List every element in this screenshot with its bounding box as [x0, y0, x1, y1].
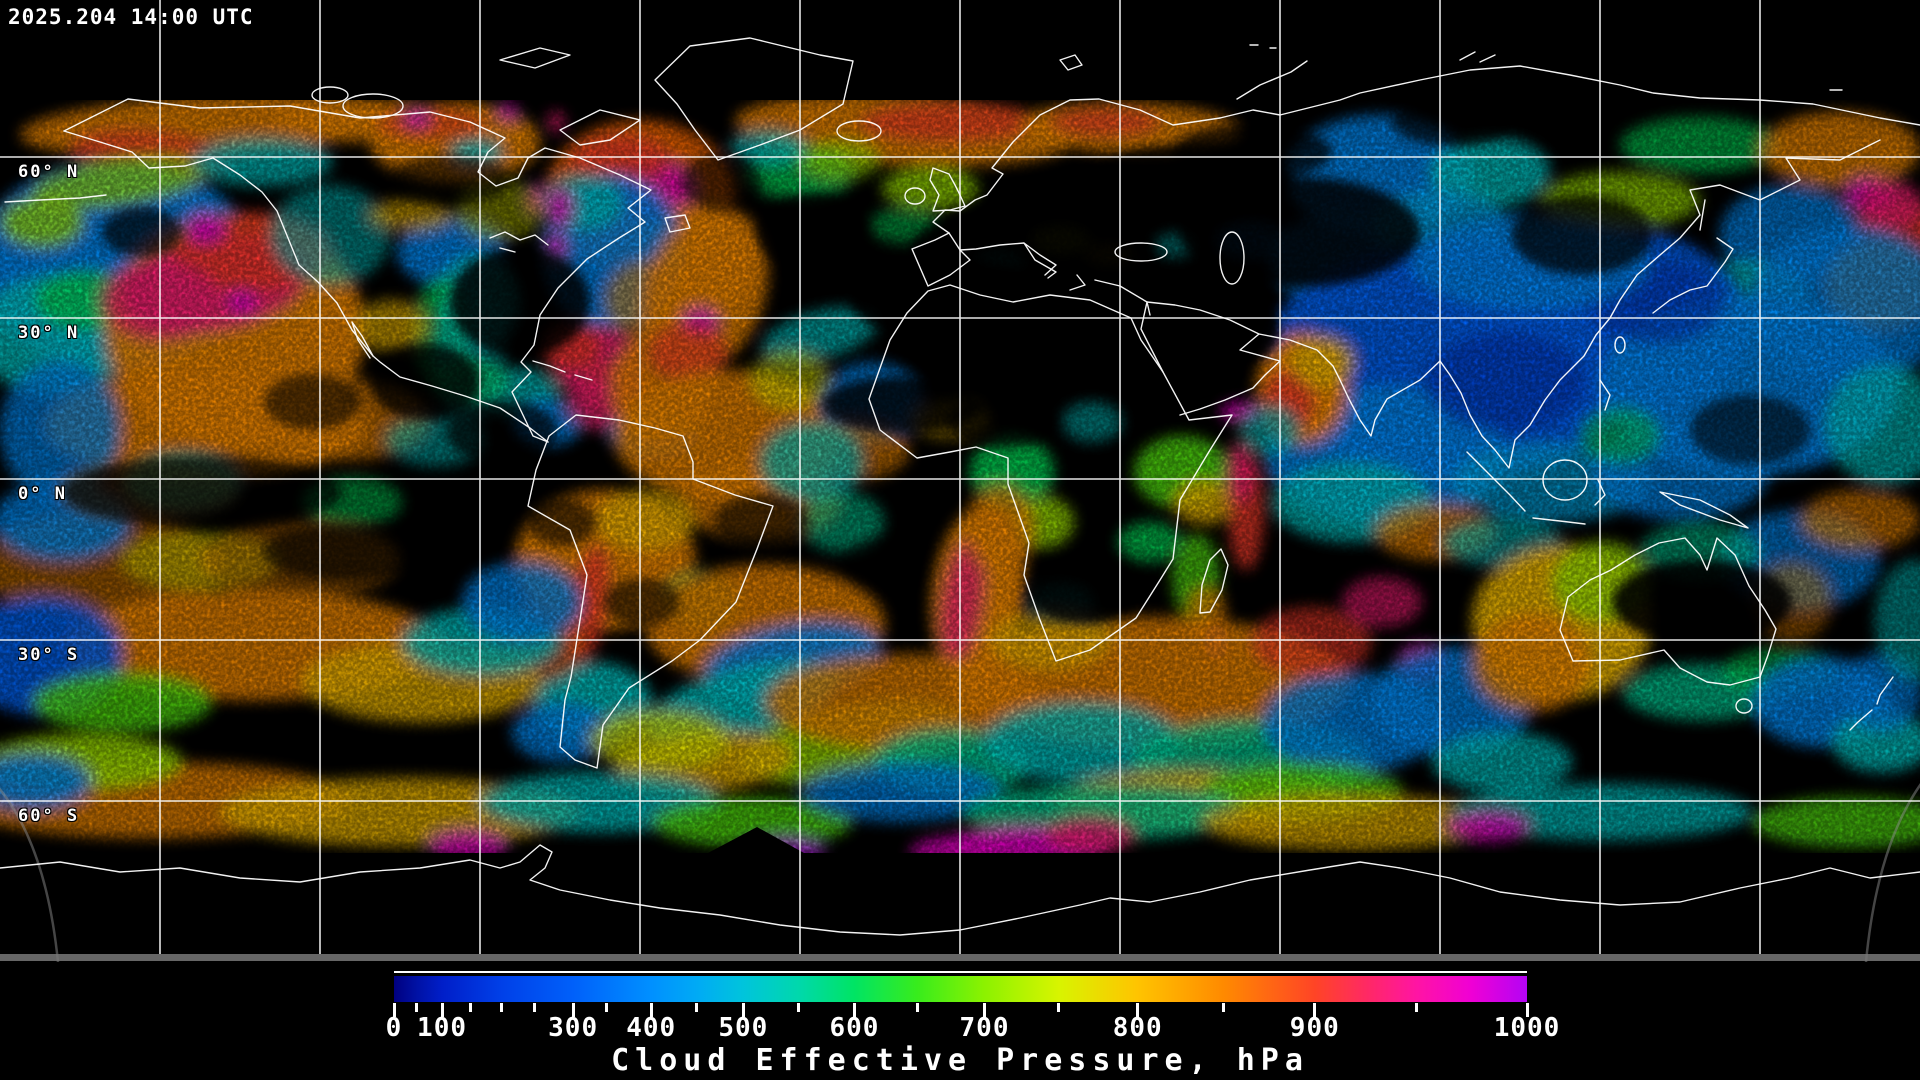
colorbar-tick: [499, 1003, 503, 1012]
colorbar-tick: [649, 1003, 653, 1017]
coastlines-layer: [0, 37, 1920, 936]
colorbar-tick: [796, 1003, 800, 1012]
colorbar-tick-label: 0: [385, 1013, 403, 1043]
colorbar-tick: [1057, 1003, 1061, 1012]
colorbar-tick-label: 800: [1112, 1013, 1163, 1043]
latitude-label: 60° S: [18, 806, 80, 826]
colorbar-tick-label: 600: [829, 1013, 880, 1043]
colorbar-tick: [1136, 1003, 1140, 1017]
colorbar-tick: [741, 1003, 745, 1017]
colorbar-tick: [415, 1003, 419, 1012]
coastline: [654, 37, 854, 161]
coastline: [1140, 301, 1260, 373]
coastline: [1249, 44, 1277, 49]
coastline: [1849, 676, 1894, 731]
coastline: [0, 844, 1920, 936]
coastline-island: [1114, 242, 1168, 262]
coastline-island: [904, 187, 926, 205]
latitude-label: 30° N: [18, 323, 80, 343]
colorbar-tick-label: 100: [417, 1013, 468, 1043]
colorbar-tick: [694, 1003, 698, 1012]
colorbar-tick: [571, 1003, 575, 1017]
coastline: [532, 360, 593, 381]
coastline-island: [1735, 698, 1753, 714]
coastline: [868, 284, 1233, 662]
coastline: [1179, 139, 1881, 469]
coastline-island: [311, 86, 349, 104]
coastline-island: [1614, 336, 1626, 354]
coverage-edge-arc-right: [1864, 783, 1920, 962]
latitude-label: 30° S: [18, 645, 80, 665]
coastline: [1559, 537, 1777, 686]
coastline: [664, 214, 691, 233]
coastline: [1699, 199, 1706, 231]
colorbar-tick: [915, 1003, 919, 1012]
colorbar-gradient: [394, 976, 1527, 1002]
colorbar-tick-label: 1000: [1493, 1013, 1561, 1043]
coastline: [63, 130, 549, 443]
coastline: [929, 167, 966, 212]
coastline: [1059, 54, 1083, 71]
coastline: [1659, 491, 1749, 529]
coastline: [1652, 237, 1734, 314]
coastline: [4, 194, 107, 203]
coastline: [1199, 548, 1229, 614]
colorbar-tick-label: 300: [548, 1013, 599, 1043]
coastline: [911, 232, 971, 287]
colorbar-tick: [468, 1003, 472, 1012]
coastline: [559, 109, 641, 146]
colorbar-tick: [1313, 1003, 1317, 1017]
coastline: [489, 231, 549, 253]
colorbar-tick: [392, 1003, 396, 1017]
coastline: [1599, 379, 1611, 411]
coastline: [499, 47, 571, 69]
colorbar-tick: [1415, 1003, 1419, 1012]
coastline-island: [1542, 459, 1588, 501]
world-map-panel: 2025.204 14:00 UTC 60° N 30° N 0° N 30° …: [0, 0, 1920, 962]
timestamp-label: 2025.204 14:00 UTC: [8, 5, 254, 29]
colorbar-title: Cloud Effective Pressure, hPa: [611, 1043, 1309, 1078]
colorbar-tick: [1222, 1003, 1226, 1012]
colorbar-tick: [983, 1003, 987, 1017]
colorbar-tick: [532, 1003, 536, 1012]
coastline: [527, 414, 774, 769]
coastline: [959, 242, 1151, 316]
colorbar-tick: [604, 1003, 608, 1012]
colorbar-tick-label: 700: [959, 1013, 1010, 1043]
coastline: [1459, 51, 1496, 63]
colorbar-tick-label: 400: [626, 1013, 677, 1043]
map-bottom-strip: [0, 954, 1920, 961]
colorbar-tick: [440, 1003, 444, 1017]
colorbar-tick: [852, 1003, 856, 1017]
colorbar-tick: [1525, 1003, 1529, 1017]
coastline-island: [1219, 231, 1245, 285]
colorbar-tick-label: 500: [718, 1013, 769, 1043]
coastline: [1236, 60, 1308, 100]
coastline: [351, 321, 374, 359]
coastline: [63, 98, 652, 443]
coastline-island: [342, 93, 404, 119]
cloud-pressure-map: [0, 0, 1920, 962]
colorbar-top-border: [394, 971, 1527, 973]
latitude-label: 60° N: [18, 162, 80, 182]
latitude-label: 0° N: [18, 484, 67, 504]
coverage-edge-arc-left: [0, 787, 60, 962]
colorbar-tick-label: 900: [1289, 1013, 1340, 1043]
graticule-layer: [0, 0, 1920, 954]
coastline: [1466, 451, 1586, 525]
coastline: [1219, 65, 1920, 126]
coastline-island: [836, 120, 882, 142]
